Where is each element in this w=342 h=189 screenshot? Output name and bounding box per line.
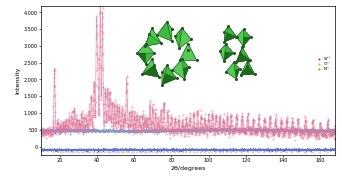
Polygon shape bbox=[241, 61, 248, 75]
Polygon shape bbox=[172, 59, 184, 79]
Polygon shape bbox=[224, 26, 237, 42]
Polygon shape bbox=[224, 44, 234, 61]
Polygon shape bbox=[224, 32, 237, 42]
Polygon shape bbox=[172, 59, 189, 70]
Polygon shape bbox=[180, 44, 197, 60]
Polygon shape bbox=[247, 61, 255, 74]
Polygon shape bbox=[220, 51, 234, 61]
Polygon shape bbox=[149, 28, 161, 43]
Polygon shape bbox=[142, 59, 159, 77]
Polygon shape bbox=[145, 28, 161, 46]
Polygon shape bbox=[224, 26, 228, 42]
Polygon shape bbox=[157, 22, 172, 41]
Polygon shape bbox=[234, 62, 240, 79]
Polygon shape bbox=[188, 44, 197, 60]
Polygon shape bbox=[175, 28, 182, 48]
Polygon shape bbox=[182, 59, 189, 79]
Polygon shape bbox=[237, 29, 251, 37]
Polygon shape bbox=[142, 59, 155, 74]
Polygon shape bbox=[175, 28, 192, 40]
Polygon shape bbox=[241, 66, 255, 75]
Polygon shape bbox=[220, 44, 234, 53]
Polygon shape bbox=[142, 65, 159, 77]
Polygon shape bbox=[179, 28, 192, 48]
Polygon shape bbox=[137, 44, 154, 53]
Y-axis label: Intensity: Intensity bbox=[16, 67, 21, 94]
Polygon shape bbox=[241, 61, 255, 75]
Polygon shape bbox=[172, 67, 189, 79]
Polygon shape bbox=[243, 29, 251, 46]
Polygon shape bbox=[137, 44, 146, 64]
Polygon shape bbox=[236, 53, 250, 62]
Polygon shape bbox=[240, 47, 250, 60]
Legend: Si⁴⁺, O²⁻, N³⁻: Si⁴⁺, O²⁻, N³⁻ bbox=[313, 56, 333, 73]
Polygon shape bbox=[145, 28, 152, 46]
Polygon shape bbox=[237, 29, 244, 46]
Polygon shape bbox=[180, 50, 197, 60]
Polygon shape bbox=[145, 34, 161, 46]
Polygon shape bbox=[162, 65, 177, 78]
X-axis label: 2θ/degrees: 2θ/degrees bbox=[170, 166, 206, 171]
Polygon shape bbox=[157, 29, 172, 41]
Polygon shape bbox=[162, 72, 177, 85]
Polygon shape bbox=[146, 44, 154, 64]
Polygon shape bbox=[226, 62, 236, 79]
Polygon shape bbox=[162, 65, 177, 85]
Polygon shape bbox=[220, 44, 226, 61]
Polygon shape bbox=[226, 62, 240, 72]
Polygon shape bbox=[162, 65, 167, 85]
Polygon shape bbox=[157, 22, 172, 35]
Polygon shape bbox=[236, 47, 250, 62]
Polygon shape bbox=[224, 26, 237, 37]
Polygon shape bbox=[152, 59, 159, 77]
Polygon shape bbox=[237, 37, 251, 46]
Polygon shape bbox=[226, 69, 240, 79]
Polygon shape bbox=[180, 44, 188, 60]
Polygon shape bbox=[236, 47, 242, 62]
Polygon shape bbox=[175, 36, 192, 48]
Polygon shape bbox=[167, 22, 172, 41]
Polygon shape bbox=[137, 53, 154, 64]
